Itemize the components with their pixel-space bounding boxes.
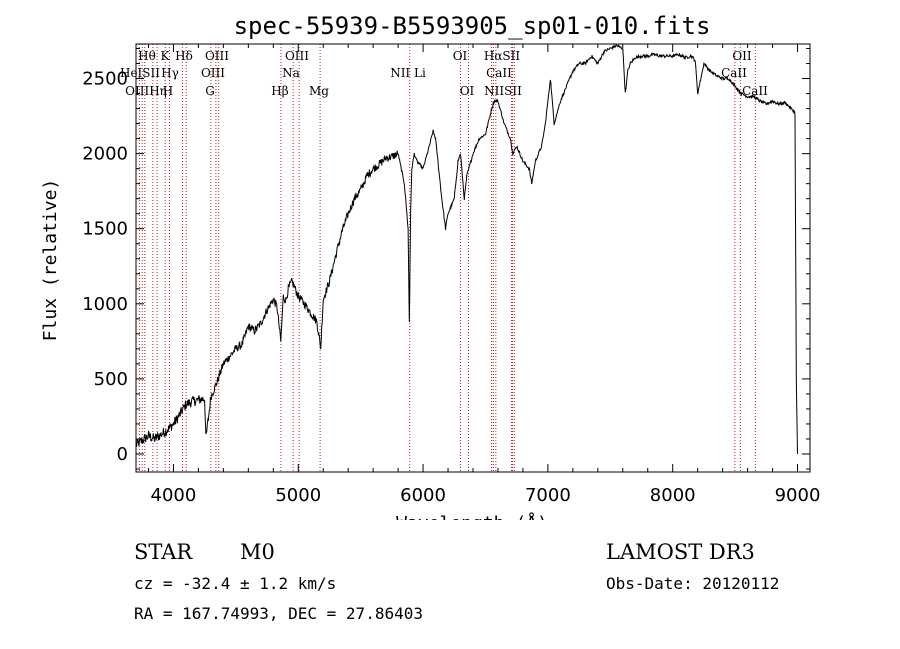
line-label-5: OI <box>453 49 468 63</box>
y-tick-label-1500: 1500 <box>82 219 128 240</box>
line-label-11: Na <box>282 66 300 80</box>
survey-name: LAMOST DR3 <box>606 540 755 564</box>
line-label-20: OI <box>460 84 475 98</box>
spectrum-chart: spec-55939-B5593905_sp01-010.fits Hθ K Hδ O… <box>40 12 821 520</box>
line-label-13: CaII <box>486 66 512 80</box>
line-label-9: Hγ <box>161 66 179 80</box>
redshift-cz: cz = -32.4 ± 1.2 km/s <box>134 574 337 593</box>
y-tick-label-2000: 2000 <box>82 144 128 165</box>
line-label-19: Mg <box>309 84 329 98</box>
x-tick-label-7000: 7000 <box>525 485 571 506</box>
line-label-8: HeISII <box>120 66 160 80</box>
x-axis: 4000 5000 6000 7000 8000 9000 <box>147 44 821 506</box>
y-tick-label-500: 500 <box>94 369 128 390</box>
line-label-12: NII Li <box>390 66 426 80</box>
line-label-1: K <box>161 49 171 63</box>
y-tick-label-2500: 2500 <box>82 69 128 90</box>
line-label-10: OIII <box>201 66 225 80</box>
line-label-3: OIII <box>205 49 229 63</box>
line-label-22: CaII <box>742 84 768 98</box>
x-tick-label-9000: 9000 <box>775 485 821 506</box>
line-label-14: CaII <box>721 66 747 80</box>
x-tick-label-4000: 4000 <box>151 485 197 506</box>
x-tick-label-6000: 6000 <box>400 485 446 506</box>
line-label-6: HαSII <box>484 49 521 63</box>
line-label-16: H <box>163 84 173 98</box>
line-annotations: Hθ K Hδ OIII OIII OI HαSII OII HeISII Hγ OIII Na NII… <box>120 49 768 98</box>
line-label-18: Hβ <box>271 84 288 98</box>
observation-date: Obs-Date: 20120112 <box>606 574 780 593</box>
y-axis: 0 500 1000 1500 2000 2500 <box>82 48 810 470</box>
x-tick-label-8000: 8000 <box>650 485 696 506</box>
x-tick-label-5000: 5000 <box>275 485 321 506</box>
y-tick-label-1000: 1000 <box>82 294 128 315</box>
y-axis-label: Flux (relative) <box>40 179 61 342</box>
y-tick-label-0: 0 <box>117 444 128 465</box>
line-label-17: G <box>205 84 215 98</box>
coordinates: RA = 167.74993, DEC = 27.86403 <box>134 604 423 623</box>
chart-title: spec-55939-B5593905_sp01-010.fits <box>234 12 711 40</box>
line-label-2: Hδ <box>175 49 193 63</box>
line-label-7: OII <box>732 49 752 63</box>
line-label-0: Hθ <box>138 49 156 63</box>
x-axis-label: Wavelength (Å) <box>396 512 548 520</box>
line-label-4: OIII <box>285 49 309 63</box>
object-class: STAR <box>134 540 193 564</box>
line-markers <box>138 44 756 472</box>
plot-frame <box>135 43 811 473</box>
line-label-15: OIIIHη <box>125 84 167 98</box>
spectrum-line <box>135 43 798 455</box>
spectral-subclass: M0 <box>240 540 275 564</box>
line-label-21: NIISII <box>484 84 522 98</box>
